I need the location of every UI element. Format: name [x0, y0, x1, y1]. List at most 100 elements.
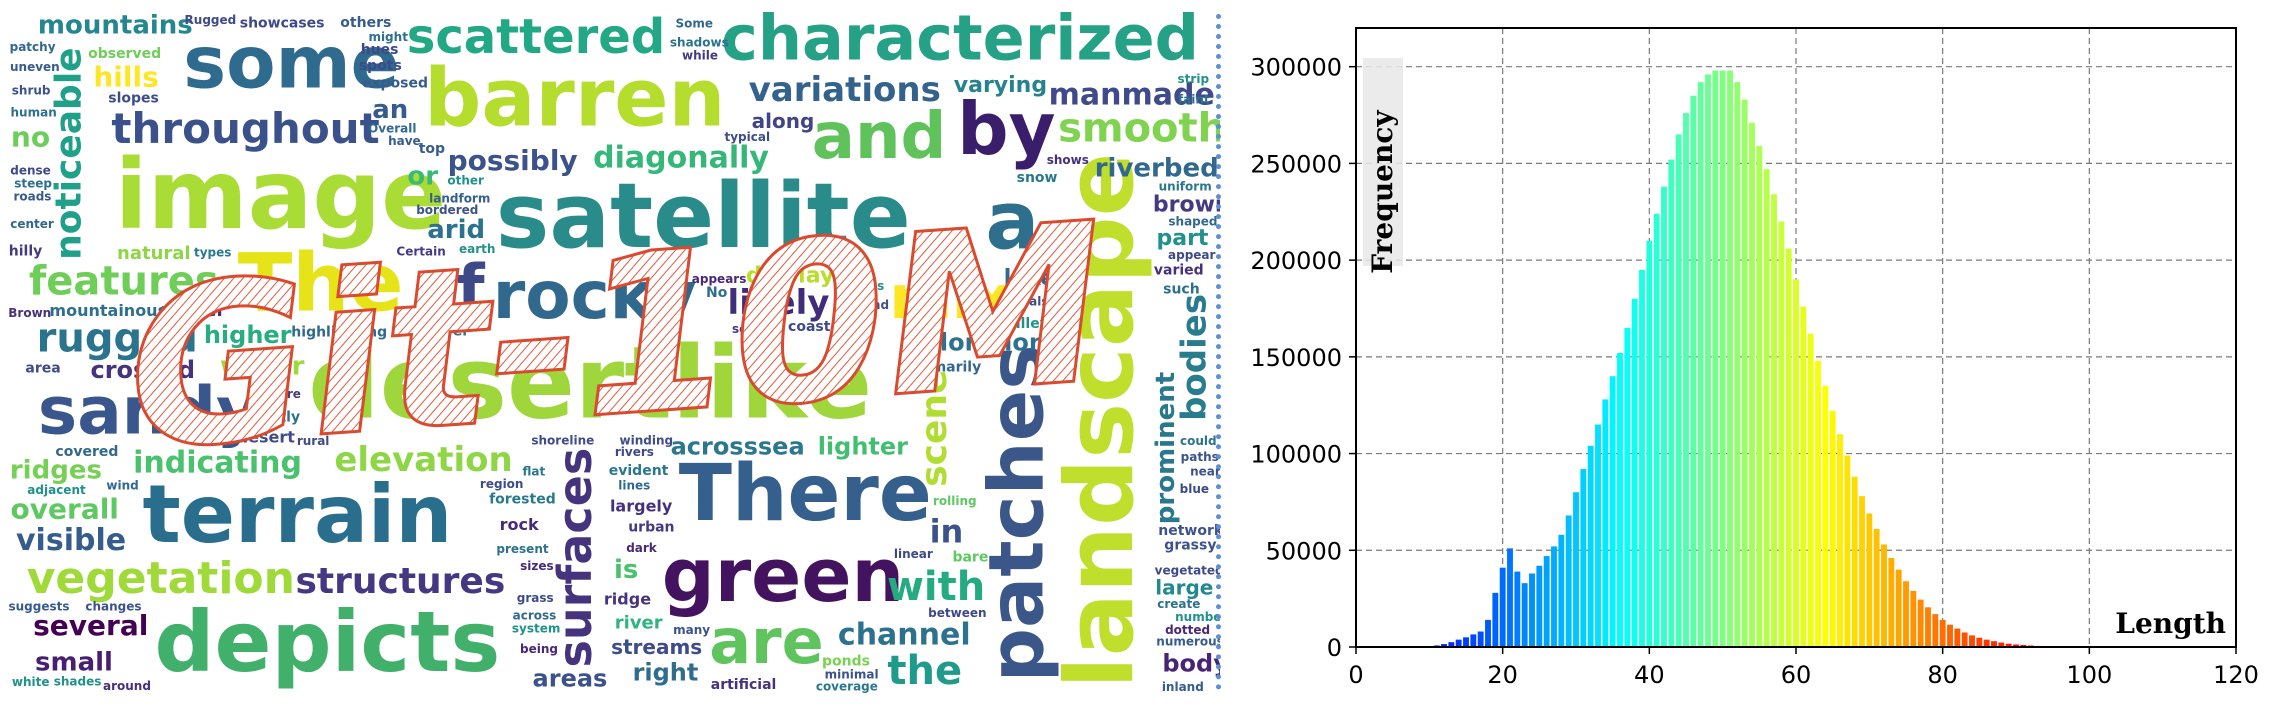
word-cloud-word: Rugged: [185, 13, 237, 27]
word-cloud-word: vegetation: [27, 553, 295, 604]
word-cloud-word: no: [11, 120, 50, 153]
word-cloud-word: dark: [626, 541, 658, 555]
word-cloud-word: faint: [1178, 92, 1210, 106]
x-tick-label: 60: [1781, 661, 1812, 689]
word-cloud-word: overall: [11, 493, 119, 526]
histogram-bar: [1507, 548, 1513, 647]
histogram-bar: [1932, 614, 1938, 647]
histogram-bar: [1500, 568, 1506, 647]
histogram-bar: [1646, 241, 1652, 647]
histogram-bar: [1639, 270, 1645, 647]
histogram-bar: [1690, 96, 1696, 647]
word-cloud-word: right: [633, 658, 699, 686]
word-cloud-word: other: [447, 174, 484, 188]
histogram-bar: [1830, 411, 1836, 647]
histogram-bar: [1866, 514, 1872, 647]
histogram-bar: [1852, 477, 1858, 647]
word-cloud-word: the: [887, 648, 962, 694]
histogram-bar: [1588, 446, 1594, 647]
histogram-bar: [1558, 535, 1564, 647]
word-cloud-word: uneven: [10, 60, 60, 74]
histogram-bar: [1470, 634, 1476, 647]
y-tick-label: 250000: [1250, 150, 1342, 178]
word-cloud-word: body: [1162, 649, 1220, 677]
word-cloud-word: region: [480, 477, 524, 491]
word-cloud-word: is: [614, 555, 638, 585]
histogram-bar: [1969, 635, 1975, 647]
word-cloud-word: artificial: [711, 677, 777, 693]
histogram-bar: [1712, 71, 1718, 647]
word-cloud-word: or: [407, 162, 438, 192]
x-tick-label: 20: [1487, 661, 1518, 689]
y-tick-label: 300000: [1250, 54, 1342, 82]
word-cloud-word: by: [957, 87, 1055, 171]
word-cloud-word: have: [388, 134, 421, 148]
histogram-bar: [1793, 279, 1799, 647]
word-cloud-word: exposed: [362, 75, 428, 91]
word-cloud-word: steep: [14, 176, 52, 190]
word-cloud-word: showcases: [240, 15, 325, 31]
histogram-bar: [1874, 529, 1880, 647]
histogram-bar: [1756, 146, 1762, 647]
word-cloud-word: system: [512, 622, 560, 636]
word-cloud-word: spots: [359, 58, 402, 74]
word-cloud-word: diagonally: [593, 140, 769, 175]
word-cloud-word: paths: [1181, 450, 1219, 464]
word-cloud-word: river: [615, 612, 663, 633]
word-cloud-word: roads: [13, 190, 51, 204]
histogram-bar: [1683, 113, 1689, 647]
histogram-bars: [1434, 71, 2137, 647]
word-cloud-word: linear: [894, 547, 933, 561]
y-axis-label: Frequency: [1366, 110, 1399, 274]
word-cloud-word: could: [1180, 434, 1217, 448]
histogram-bar: [1940, 620, 1946, 647]
word-cloud-word: many: [673, 623, 710, 637]
histogram-bar: [1654, 214, 1660, 647]
histogram-bar: [1698, 82, 1704, 647]
word-cloud-word: Brown: [8, 306, 51, 320]
word-cloud-word: covered: [55, 444, 118, 460]
word-cloud-word: dense: [10, 163, 51, 177]
word-cloud-word: channel: [838, 618, 971, 653]
histogram-bar: [1720, 71, 1726, 647]
histogram-bar: [1778, 221, 1784, 647]
word-cloud-word: ridge: [604, 589, 651, 608]
word-cloud-word: while: [682, 48, 718, 62]
word-cloud-word: with: [887, 564, 985, 610]
word-cloud-word: visible: [16, 523, 126, 558]
word-cloud-word: lines: [618, 479, 650, 493]
word-cloud-word: mountains: [38, 10, 193, 40]
histogram-bar: [1888, 558, 1894, 647]
y-tick-label: 200000: [1250, 247, 1342, 275]
word-cloud-word: characterized: [721, 8, 1199, 75]
histogram-bar: [1859, 496, 1865, 647]
histogram-bar: [1844, 455, 1850, 647]
word-cloud-word: suggests: [8, 600, 69, 614]
histogram-bar: [1815, 361, 1821, 647]
x-tick-label: 40: [1634, 661, 1665, 689]
word-cloud-word: streams: [611, 635, 702, 659]
histogram-bar: [1602, 399, 1608, 647]
word-cloud-word: hues: [361, 42, 399, 58]
word-cloud-word: shows: [1047, 153, 1089, 167]
word-cloud-word: number: [1175, 610, 1220, 624]
histogram-bar: [1536, 566, 1542, 647]
word-cloud-word: top: [419, 141, 445, 157]
word-cloud-word: forested: [489, 492, 556, 508]
histogram-bar: [1566, 515, 1572, 647]
word-cloud-word: patchy: [10, 40, 56, 54]
word-cloud-word: ridges: [10, 456, 102, 486]
x-tick-label: 80: [1927, 661, 1958, 689]
histogram-bar: [1903, 581, 1909, 647]
histogram-bar: [1580, 469, 1586, 647]
panel-divider: [1216, 14, 1221, 690]
histogram-bar: [1771, 194, 1777, 647]
word-cloud-word: blue: [1180, 482, 1209, 496]
y-tick-label: 50000: [1266, 537, 1342, 565]
word-cloud-word: bordered: [416, 203, 478, 217]
word-cloud-word: slopes: [108, 91, 159, 107]
histogram-bar: [1800, 307, 1806, 647]
